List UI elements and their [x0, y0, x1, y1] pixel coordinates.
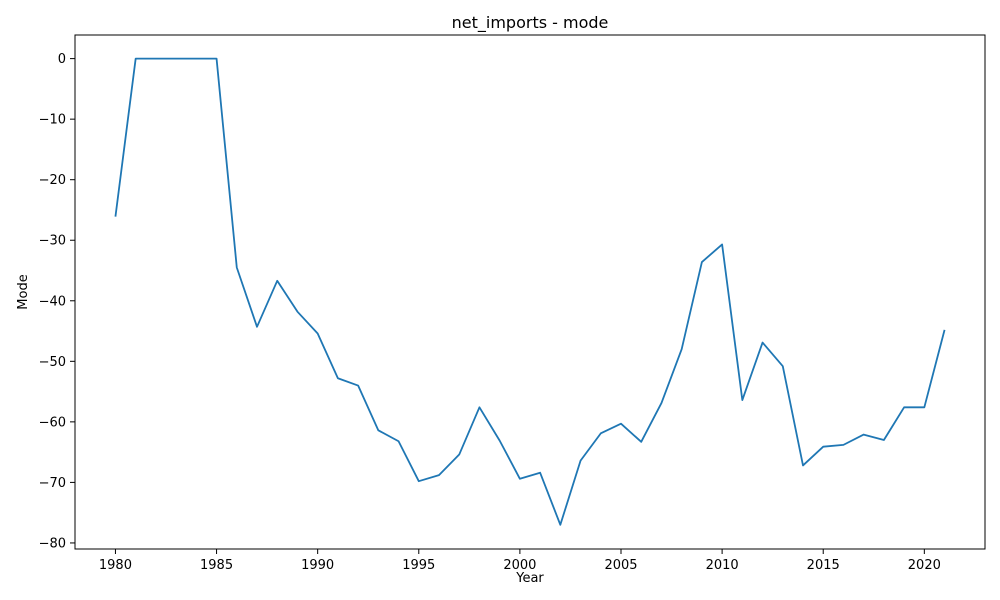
y-tick-label: −20: [39, 173, 66, 188]
y-tick-label: 0: [58, 52, 66, 67]
y-tick-label: −10: [39, 113, 66, 128]
plot-frame: [74, 34, 986, 550]
y-tick-label: −60: [39, 415, 66, 430]
y-tick-label: −50: [39, 355, 66, 370]
y-tick-label: −30: [39, 234, 66, 249]
x-tick-label: 1990: [301, 558, 334, 573]
y-axis-ticks: 0 −10 −20 −30 −40 −50 −60 −70 −80: [39, 52, 75, 551]
x-tick-label: 2020: [908, 558, 941, 573]
x-tick-label: 2015: [807, 558, 840, 573]
x-tick-label: 2000: [503, 558, 536, 573]
series-line: [114, 57, 946, 526]
x-tick-label: 1980: [99, 558, 132, 573]
x-axis-ticks: 1980 1985 1990 1995 2000 2005 2010 2015 2020: [99, 549, 941, 573]
y-tick-label: −40: [39, 294, 66, 309]
x-tick-label: 1985: [200, 558, 233, 573]
y-tick-label: −70: [39, 476, 66, 491]
y-axis-label: Mode: [16, 274, 31, 309]
y-tick-label: −80: [39, 536, 66, 551]
chart-title: net_imports - mode: [452, 13, 609, 33]
x-tick-label: 1995: [402, 558, 435, 573]
x-tick-label: 2005: [604, 558, 637, 573]
x-tick-label: 2010: [706, 558, 739, 573]
x-axis-label: Year: [515, 571, 544, 586]
